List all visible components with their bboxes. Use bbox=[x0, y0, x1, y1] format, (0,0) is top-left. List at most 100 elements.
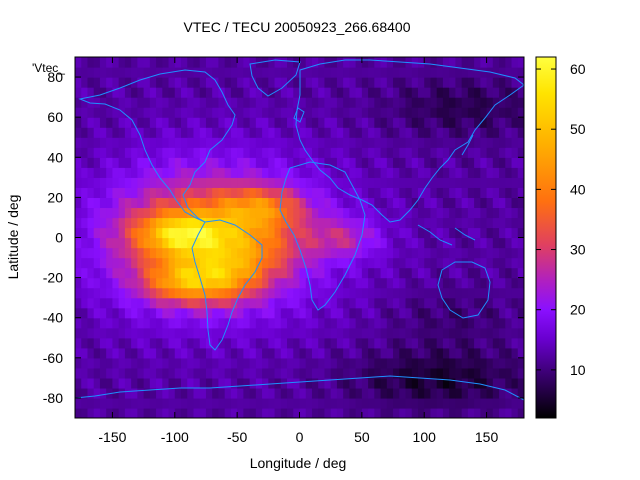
heatmap-cell bbox=[212, 227, 220, 239]
heatmap-cell bbox=[430, 187, 438, 198]
heatmap-cell bbox=[212, 157, 220, 168]
heatmap-cell bbox=[336, 377, 344, 389]
heatmap-cell bbox=[218, 127, 226, 138]
heatmap-cell bbox=[311, 377, 319, 389]
heatmap-cell bbox=[424, 217, 432, 229]
heatmap-cell bbox=[436, 337, 444, 349]
heatmap-cell bbox=[355, 137, 363, 148]
heatmap-cell bbox=[505, 247, 513, 259]
heatmap-cell bbox=[492, 297, 500, 309]
heatmap-cell bbox=[424, 157, 432, 168]
heatmap-cell bbox=[75, 377, 82, 389]
heatmap-cell bbox=[205, 407, 213, 418]
heatmap-cell bbox=[361, 67, 369, 78]
heatmap-cell bbox=[268, 367, 276, 379]
heatmap-cell bbox=[187, 67, 195, 78]
heatmap-cell bbox=[224, 97, 232, 108]
heatmap-cell bbox=[299, 147, 307, 158]
heatmap-cell bbox=[480, 267, 488, 279]
heatmap-cell bbox=[349, 87, 357, 98]
heatmap-cell bbox=[218, 257, 226, 269]
heatmap-cell bbox=[399, 237, 407, 249]
heatmap-cell bbox=[280, 107, 288, 118]
heatmap-cell bbox=[368, 287, 375, 299]
heatmap-cell bbox=[168, 107, 176, 118]
heatmap-cell bbox=[330, 297, 338, 309]
heatmap-cell bbox=[106, 297, 114, 309]
heatmap-cell bbox=[168, 337, 176, 349]
heatmap-cell bbox=[212, 377, 220, 389]
heatmap-cell bbox=[212, 397, 220, 409]
heatmap-cell bbox=[230, 77, 238, 88]
heatmap-cell bbox=[361, 227, 369, 239]
heatmap-cell bbox=[449, 147, 457, 158]
heatmap-cell bbox=[480, 167, 488, 178]
heatmap-cell bbox=[124, 257, 132, 269]
heatmap-cell bbox=[143, 327, 151, 339]
y-tick-label: -20 bbox=[43, 270, 63, 286]
heatmap-cell bbox=[343, 357, 350, 369]
heatmap-cell bbox=[417, 107, 425, 118]
heatmap-cell bbox=[474, 367, 481, 379]
heatmap-cell bbox=[442, 167, 450, 178]
heatmap-cell bbox=[249, 187, 257, 198]
heatmap-cell bbox=[205, 137, 213, 148]
heatmap-cell bbox=[461, 337, 469, 349]
heatmap-cell bbox=[87, 257, 95, 269]
heatmap-cell bbox=[336, 387, 344, 399]
heatmap-cell bbox=[499, 57, 506, 68]
heatmap-cell bbox=[517, 387, 524, 399]
heatmap-cell bbox=[293, 397, 301, 409]
heatmap-cell bbox=[75, 407, 82, 418]
heatmap-cell bbox=[343, 157, 350, 168]
heatmap-cell bbox=[499, 87, 506, 98]
heatmap-cell bbox=[262, 237, 269, 249]
heatmap-cell bbox=[511, 237, 519, 249]
heatmap-cell bbox=[243, 257, 251, 269]
heatmap-cell bbox=[237, 197, 244, 209]
heatmap-cell bbox=[324, 67, 332, 78]
heatmap-cell bbox=[162, 337, 170, 349]
heatmap-cell bbox=[467, 257, 475, 269]
heatmap-cell bbox=[380, 87, 388, 98]
heatmap-cell bbox=[243, 327, 251, 339]
heatmap-cell bbox=[218, 117, 226, 128]
heatmap-cell bbox=[399, 377, 407, 389]
heatmap-cell bbox=[355, 407, 363, 418]
heatmap-cell bbox=[417, 277, 425, 289]
heatmap-cell bbox=[137, 177, 145, 188]
heatmap-cell bbox=[405, 287, 413, 299]
heatmap-cell bbox=[280, 127, 288, 138]
heatmap-cell bbox=[218, 307, 226, 319]
heatmap-cell bbox=[168, 347, 176, 359]
heatmap-cell bbox=[131, 147, 138, 158]
heatmap-cell bbox=[237, 227, 244, 239]
heatmap-cell bbox=[299, 217, 307, 229]
heatmap-cell bbox=[436, 177, 444, 188]
heatmap-cell bbox=[268, 407, 276, 418]
heatmap-cell bbox=[417, 57, 425, 68]
heatmap-cell bbox=[212, 137, 220, 148]
heatmap-cell bbox=[380, 67, 388, 78]
heatmap-cell bbox=[436, 297, 444, 309]
heatmap-cell bbox=[274, 57, 282, 68]
heatmap-cell bbox=[143, 337, 151, 349]
heatmap-cell bbox=[280, 287, 288, 299]
heatmap-cell bbox=[480, 367, 488, 379]
heatmap-cell bbox=[311, 277, 319, 289]
heatmap-cell bbox=[143, 217, 151, 229]
heatmap-cell bbox=[492, 127, 500, 138]
heatmap-cell bbox=[517, 407, 524, 418]
heatmap-cell bbox=[499, 397, 506, 409]
coast-japan bbox=[461, 134, 474, 156]
heatmap-cell bbox=[499, 317, 506, 329]
heatmap-cell bbox=[255, 187, 263, 198]
heatmap-cell bbox=[93, 337, 101, 349]
heatmap-cell bbox=[436, 137, 444, 148]
heatmap-cell bbox=[137, 87, 145, 98]
heatmap-cell bbox=[106, 97, 114, 108]
heatmap-cell bbox=[87, 347, 95, 359]
heatmap-cell bbox=[168, 307, 176, 319]
heatmap-cell bbox=[124, 347, 132, 359]
heatmap-cell bbox=[455, 177, 463, 188]
